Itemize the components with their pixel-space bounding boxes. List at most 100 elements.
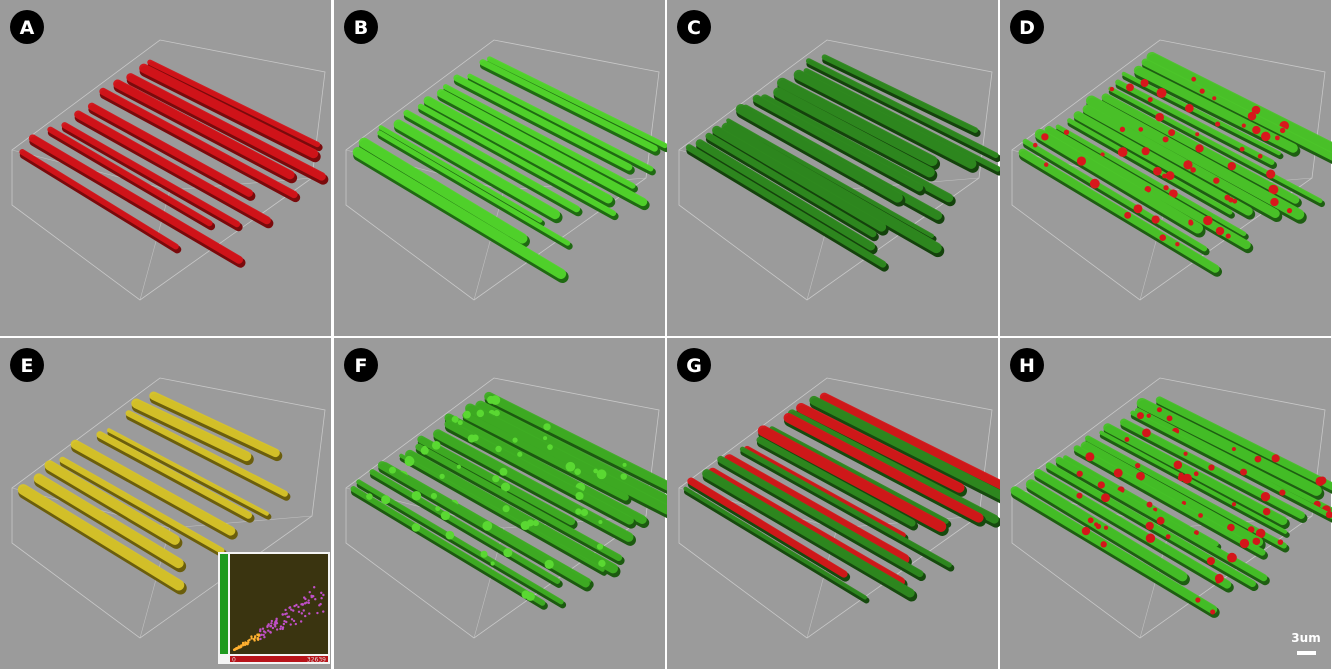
scale-bar (1297, 651, 1316, 655)
spot (1148, 97, 1153, 102)
spot (1240, 469, 1247, 476)
spot (1316, 477, 1325, 486)
panel-label: C (687, 17, 701, 39)
spot (1155, 113, 1164, 122)
spot (545, 560, 554, 569)
spot (522, 590, 530, 598)
spot (1287, 208, 1292, 213)
spot (503, 548, 512, 557)
spot (412, 523, 421, 532)
spot (1101, 541, 1107, 547)
spot (1135, 463, 1140, 468)
inset-point (274, 625, 276, 627)
spot (1101, 493, 1110, 502)
spot (1208, 464, 1214, 470)
inset-point (303, 609, 305, 611)
spot (575, 492, 583, 500)
spot (439, 474, 444, 479)
inset-point (279, 628, 281, 630)
spot (1228, 162, 1236, 170)
panel-label: G (686, 355, 702, 377)
spot (1041, 133, 1048, 140)
spot (1266, 169, 1275, 178)
spot (1157, 407, 1162, 412)
inset-point (280, 625, 282, 627)
spot (1227, 553, 1237, 563)
spot (1272, 454, 1280, 462)
spot (421, 447, 429, 455)
inset-point (307, 599, 309, 601)
panel: B (334, 0, 666, 336)
spot (1162, 174, 1167, 179)
inset-point (292, 609, 294, 611)
panel: A (0, 0, 331, 336)
spot (1082, 527, 1090, 535)
panel: G (667, 338, 1018, 669)
inset-point (304, 602, 306, 604)
inset-point (300, 620, 302, 622)
spot (1138, 127, 1143, 132)
spot (581, 509, 588, 516)
inset: 032639 (218, 552, 330, 664)
inset-point (283, 620, 285, 622)
spot (547, 444, 553, 450)
panel-label: A (20, 17, 35, 39)
panel: D (1000, 0, 1332, 336)
panel-label: B (354, 17, 368, 39)
spot (1240, 147, 1245, 152)
inset-point (314, 598, 316, 600)
figure: ABCDE032639FGH3um (0, 0, 1332, 669)
inset-point (250, 635, 252, 637)
spot (1159, 234, 1166, 241)
spot (1141, 79, 1149, 87)
inset-point (312, 595, 314, 597)
spot (487, 396, 495, 404)
spot (1232, 502, 1236, 506)
spot (623, 463, 627, 467)
panel: F (334, 338, 687, 669)
inset-point (320, 592, 322, 594)
spot (597, 469, 607, 479)
spot (446, 531, 455, 540)
spot (481, 551, 488, 558)
inset-point (236, 647, 238, 649)
spot (1175, 242, 1179, 246)
spot (1183, 452, 1187, 456)
inset-point (253, 639, 255, 641)
spot (463, 411, 471, 419)
spot (1077, 471, 1083, 477)
spot (1118, 147, 1128, 157)
inset-point (263, 636, 265, 638)
spot (1191, 77, 1196, 82)
spot (1147, 414, 1151, 418)
spot (1174, 461, 1183, 470)
spot (1064, 130, 1069, 135)
spot (512, 438, 517, 443)
inset-point (301, 612, 303, 614)
inset-plot (230, 554, 328, 654)
inset-point (300, 603, 302, 605)
spot (412, 491, 422, 501)
spot (1167, 415, 1173, 421)
inset-point (281, 613, 283, 615)
spot (381, 495, 390, 504)
inset-point (242, 642, 244, 644)
spot (1134, 204, 1143, 213)
spot (1203, 216, 1213, 226)
spot (1146, 522, 1154, 530)
spot (1168, 129, 1175, 136)
inset-point (295, 623, 297, 625)
spot (1166, 534, 1171, 539)
inset-point (259, 628, 261, 630)
spot (494, 410, 500, 416)
inset-point (244, 641, 246, 643)
spot (1110, 87, 1115, 92)
spot (1263, 508, 1271, 516)
spot (1216, 578, 1221, 583)
spot (366, 493, 373, 500)
inset-point (284, 609, 286, 611)
spot (1104, 526, 1108, 530)
spot (458, 420, 463, 425)
spot (1200, 89, 1205, 94)
